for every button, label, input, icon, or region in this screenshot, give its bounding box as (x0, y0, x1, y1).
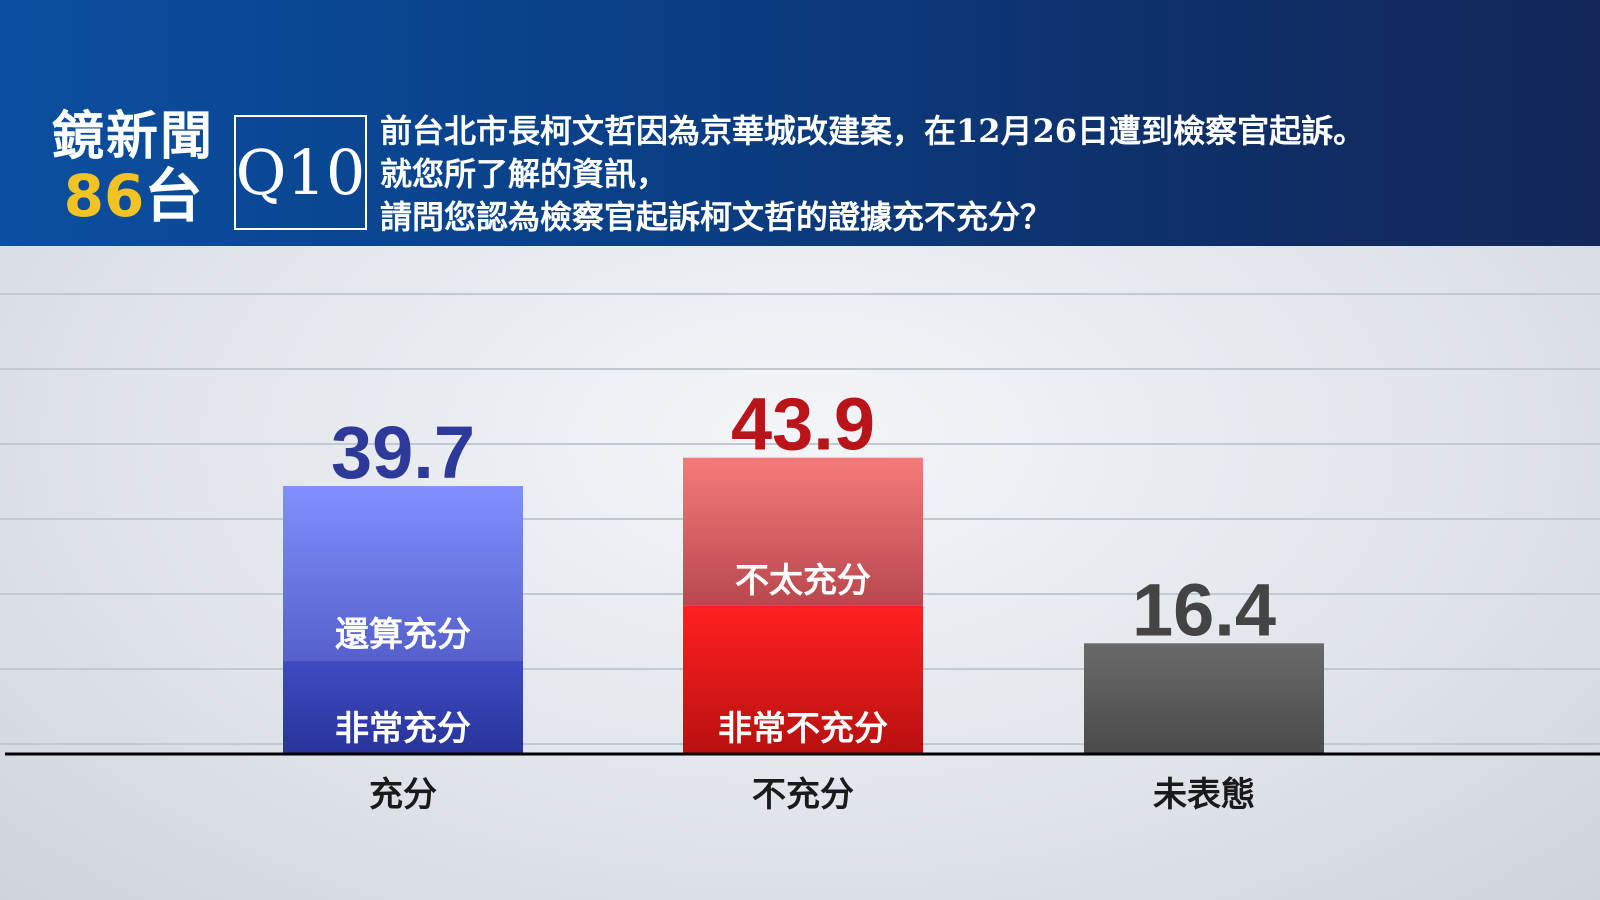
bar-undecided (1084, 643, 1324, 754)
logo-channel-suffix: 台 (144, 162, 203, 230)
logo-main-text: 鏡新聞 (51, 107, 214, 167)
question-number-box: Q10 (234, 115, 367, 230)
logo-channel-number: 86 (63, 162, 145, 230)
question-text: 前台北市長柯文哲因為京華城改建案，在12月26日遭到檢察官起訴。 就您所了解的資… (380, 110, 1580, 282)
question-number: Q10 (235, 136, 366, 209)
chart-area: 非常充分 還算充分 39.7 充分 非常不充分 不太充分 43.9 不充分 16.4 未表態 (0, 246, 1600, 900)
category-label: 未表態 (1153, 775, 1255, 815)
question-line-1: 前台北市長柯文哲因為京華城改建案，在12月26日遭到檢察官起訴。 (380, 112, 1366, 150)
header-banner: 鏡新聞 86台 Q10 前台北市長柯文哲因為京華城改建案，在12月26日遭到檢察… (0, 0, 1600, 272)
category-label: 不充分 (752, 775, 854, 815)
logo-channel: 86台 (48, 166, 218, 226)
segment-very-sufficient (283, 660, 523, 754)
data-label: 39.7 (331, 411, 475, 494)
segment-fairly-sufficient (283, 486, 523, 661)
category-label: 充分 (369, 775, 437, 815)
bar-labels: 非常充分 還算充分 39.7 充分 非常不充分 不太充分 43.9 不充分 16.4 未表態 (331, 383, 1276, 815)
segment-very-sufficient-label: 非常充分 (335, 709, 471, 749)
data-label: 43.9 (731, 383, 875, 466)
logo: 鏡新聞 86台 (48, 108, 218, 226)
bars (283, 457, 1324, 754)
segment-very-insufficient-label: 非常不充分 (718, 709, 888, 749)
data-label: 16.4 (1132, 568, 1276, 651)
segment-very-insufficient (683, 605, 923, 754)
segment-not-very-sufficient (683, 457, 923, 606)
segment-not-very-sufficient-label: 不太充分 (735, 561, 871, 601)
question-line-3-text: 請問您認為檢察官起訴柯文哲的證據充不充分？ (380, 198, 1053, 236)
bar-chart: 非常充分 還算充分 39.7 充分 非常不充分 不太充分 43.9 不充分 16.4 未表態 (0, 293, 1600, 815)
segment-fairly-sufficient-label: 還算充分 (335, 615, 471, 655)
question-line-2: 就您所了解的資訊， (380, 155, 669, 193)
